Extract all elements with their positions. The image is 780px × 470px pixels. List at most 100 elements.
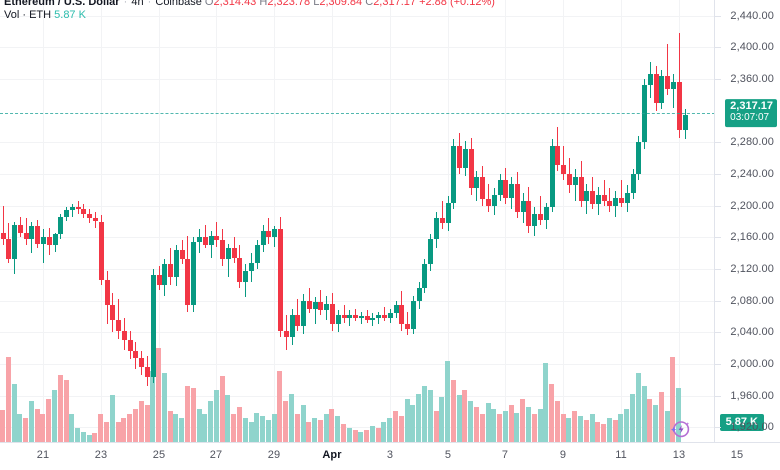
volume-bar (416, 394, 421, 443)
volume-bar (347, 428, 352, 443)
candle-body (203, 237, 208, 246)
candle-wick (228, 243, 229, 277)
candle-wick (488, 183, 489, 212)
candle-body (272, 229, 277, 238)
volume-bar (301, 405, 306, 443)
candle-body (53, 234, 58, 246)
candle-wick (349, 310, 350, 326)
time-axis[interactable]: 21 23 25 27 29 Apr 3 5 7 9 11 13 15 (0, 442, 780, 470)
price-axis-tick: 1,960.00 (730, 389, 774, 402)
gridline-horizontal (0, 269, 715, 270)
volume-bar (670, 357, 675, 443)
gridline-horizontal (0, 364, 715, 365)
price-axis-tickmark (715, 79, 721, 80)
volume-bar (29, 401, 34, 443)
volume-bar (578, 416, 583, 443)
volume-bar (526, 407, 531, 443)
volume-bar (549, 384, 554, 443)
candle-body (584, 191, 589, 201)
time-axis-tick: 7 (501, 449, 509, 461)
volume-bar (613, 420, 618, 443)
candle-wick (216, 221, 217, 247)
candle-body (232, 248, 237, 258)
candle-body (237, 257, 242, 282)
legend-symbol[interactable]: Ethereum / U.S. Dollar (4, 0, 120, 8)
candle-body (532, 213, 537, 227)
volume-bar (237, 407, 242, 443)
legend-sep-2: · (147, 0, 152, 8)
candle-body (342, 314, 347, 318)
volume-bar (156, 348, 161, 443)
volume-bar (399, 416, 404, 443)
candle-wick (72, 204, 73, 217)
time-axis-tick: 15 (730, 449, 744, 461)
volume-bar (376, 428, 381, 443)
candle-body (434, 218, 439, 239)
candle-wick (315, 297, 316, 325)
volume-bar (289, 394, 294, 443)
legend-high-key: H (259, 0, 268, 8)
volume-bar (295, 414, 300, 443)
volume-bar (353, 430, 358, 443)
volume-bar (150, 371, 155, 443)
candle-body (220, 240, 225, 260)
price-axis-tick: 2,400.00 (730, 41, 774, 54)
lightning-spark-icon[interactable] (668, 418, 692, 442)
volume-bar (162, 373, 167, 443)
candle-body (168, 264, 173, 277)
legend-row-symbol: Ethereum / U.S. Dollar · 4h · Coinbase O… (4, 0, 495, 9)
gridline-horizontal (0, 79, 715, 80)
gridline-horizontal (0, 16, 715, 17)
candle-body (590, 191, 595, 205)
volume-bar (381, 422, 386, 443)
volume-bar (249, 422, 254, 443)
candle-body (417, 287, 422, 301)
candle-body (307, 300, 312, 309)
price-axis-tickmark (715, 364, 721, 365)
legend-exchange[interactable]: Coinbase (155, 0, 202, 8)
candle-body (683, 115, 688, 130)
candle-body (579, 177, 584, 201)
legend-volume-label[interactable]: Vol · ETH (4, 9, 52, 21)
candle-body (197, 237, 202, 243)
volume-bar (17, 414, 22, 443)
gridline-vertical (274, 0, 275, 443)
volume-bar (220, 376, 225, 443)
volume-bar (393, 411, 398, 443)
price-axis[interactable]: 2,317.17 03:07:07 5.87 K 2,440.00 2,400.0… (714, 0, 780, 443)
volume-bar (434, 411, 439, 443)
time-axis-tick: 21 (36, 449, 50, 461)
candle-body (665, 75, 670, 89)
candle-body (162, 264, 167, 285)
volume-bar (636, 373, 641, 443)
volume-bar (46, 399, 51, 443)
volume-bar (173, 414, 178, 443)
volume-bar (503, 411, 508, 443)
volume-bar (40, 414, 45, 443)
candle-body (278, 229, 283, 331)
candle-wick (205, 224, 206, 249)
time-axis-tick: 3 (386, 449, 394, 461)
chart-plot-area[interactable] (0, 0, 715, 443)
candle-body (370, 318, 375, 320)
volume-bar (364, 430, 369, 443)
candle-body (35, 226, 40, 244)
price-axis-tickmark (715, 269, 721, 270)
candle-wick (540, 196, 541, 225)
legend-close-key: C (365, 0, 374, 8)
volume-bar (653, 405, 658, 443)
candle-body (301, 300, 306, 326)
volume-bar (92, 433, 97, 443)
volume-bar (387, 418, 392, 443)
candle-body (41, 237, 46, 244)
chart-legend: Ethereum / U.S. Dollar · 4h · Coinbase O… (4, 0, 495, 22)
candle-body (255, 245, 260, 263)
price-axis-tickmark (715, 174, 721, 175)
candle-wick (563, 145, 564, 181)
legend-interval[interactable]: 4h (131, 0, 144, 8)
volume-bar (116, 422, 121, 443)
volume-bar (491, 409, 496, 443)
volume-bar (630, 394, 635, 443)
candle-body (99, 221, 104, 281)
